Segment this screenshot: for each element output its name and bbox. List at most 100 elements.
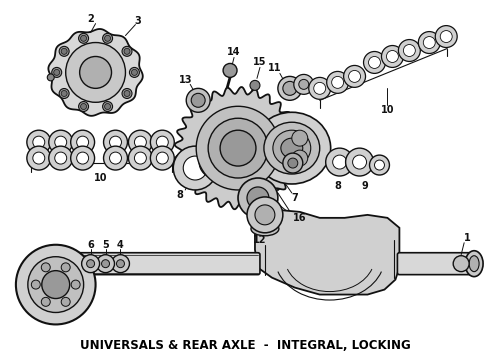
Text: 4: 4: [117, 240, 124, 250]
FancyBboxPatch shape: [59, 253, 260, 275]
Circle shape: [104, 35, 111, 41]
Circle shape: [292, 130, 308, 146]
Circle shape: [382, 45, 403, 67]
Circle shape: [387, 50, 398, 62]
Text: 3: 3: [134, 15, 141, 26]
Circle shape: [55, 152, 67, 164]
Circle shape: [333, 155, 346, 169]
Circle shape: [129, 67, 140, 77]
Circle shape: [71, 280, 80, 289]
Circle shape: [124, 90, 130, 96]
Circle shape: [101, 260, 110, 268]
Circle shape: [59, 89, 69, 99]
Circle shape: [61, 48, 67, 54]
Circle shape: [82, 255, 99, 273]
Circle shape: [33, 152, 45, 164]
Circle shape: [87, 260, 95, 268]
Ellipse shape: [281, 138, 303, 158]
Circle shape: [76, 152, 89, 164]
Circle shape: [104, 104, 111, 109]
Polygon shape: [255, 210, 399, 294]
Circle shape: [71, 146, 95, 170]
Circle shape: [207, 154, 223, 170]
Circle shape: [128, 130, 152, 154]
Polygon shape: [175, 87, 301, 209]
Circle shape: [112, 255, 129, 273]
Text: 7: 7: [292, 193, 298, 203]
Circle shape: [55, 136, 67, 148]
Circle shape: [353, 155, 367, 169]
Circle shape: [16, 245, 96, 324]
Text: 14: 14: [227, 48, 241, 58]
Circle shape: [196, 106, 280, 190]
Ellipse shape: [465, 251, 483, 276]
Circle shape: [66, 42, 125, 102]
Circle shape: [78, 33, 89, 43]
Circle shape: [28, 257, 84, 312]
Circle shape: [309, 77, 331, 99]
Circle shape: [418, 32, 440, 54]
Circle shape: [255, 205, 275, 225]
Circle shape: [80, 35, 87, 41]
Circle shape: [61, 90, 67, 96]
Circle shape: [110, 152, 122, 164]
Circle shape: [59, 46, 69, 56]
Circle shape: [52, 67, 62, 77]
Circle shape: [61, 263, 70, 272]
Circle shape: [223, 63, 237, 77]
Ellipse shape: [253, 112, 331, 184]
Circle shape: [31, 280, 40, 289]
Circle shape: [102, 33, 113, 43]
Circle shape: [49, 146, 73, 170]
Circle shape: [343, 66, 366, 87]
Circle shape: [97, 255, 115, 273]
Text: 1: 1: [464, 233, 470, 243]
Circle shape: [78, 102, 89, 112]
Text: 13: 13: [178, 75, 192, 85]
Circle shape: [314, 82, 326, 94]
Circle shape: [122, 46, 132, 56]
Circle shape: [41, 297, 50, 306]
Circle shape: [247, 187, 269, 209]
Circle shape: [71, 130, 95, 154]
Circle shape: [453, 256, 469, 272]
Circle shape: [41, 263, 50, 272]
Ellipse shape: [273, 130, 311, 166]
Circle shape: [435, 26, 457, 48]
Circle shape: [131, 69, 137, 75]
Circle shape: [110, 136, 122, 148]
Circle shape: [80, 104, 87, 109]
Circle shape: [134, 136, 147, 148]
Text: UNIVERSALS & REAR AXLE  -  INTEGRAL, LOCKING: UNIVERSALS & REAR AXLE - INTEGRAL, LOCKI…: [80, 339, 411, 352]
Circle shape: [440, 31, 452, 42]
Circle shape: [156, 136, 168, 148]
Text: 11: 11: [268, 63, 282, 73]
Text: 8: 8: [334, 181, 341, 191]
Circle shape: [27, 130, 51, 154]
Circle shape: [220, 130, 256, 166]
Circle shape: [49, 130, 73, 154]
Circle shape: [278, 76, 302, 100]
Circle shape: [403, 45, 416, 57]
Polygon shape: [49, 29, 143, 116]
Circle shape: [183, 156, 207, 180]
Circle shape: [150, 146, 174, 170]
Circle shape: [103, 146, 127, 170]
Circle shape: [173, 146, 217, 190]
Text: 5: 5: [102, 240, 109, 250]
Circle shape: [423, 37, 435, 49]
Text: 10: 10: [381, 105, 394, 115]
Circle shape: [117, 260, 124, 268]
Circle shape: [250, 80, 260, 90]
Text: 2: 2: [87, 14, 94, 24]
Circle shape: [368, 57, 380, 68]
Circle shape: [122, 89, 132, 99]
Circle shape: [124, 48, 130, 54]
Circle shape: [345, 148, 373, 176]
Circle shape: [398, 40, 420, 62]
Text: 8: 8: [177, 190, 184, 200]
Circle shape: [191, 93, 205, 107]
Circle shape: [80, 57, 112, 88]
Circle shape: [102, 102, 113, 112]
Ellipse shape: [251, 222, 279, 236]
